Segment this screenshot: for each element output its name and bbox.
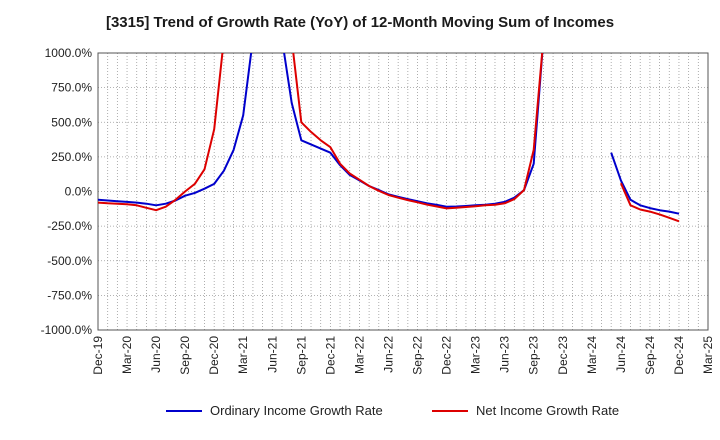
x-tick-label: Sep-23 — [527, 336, 541, 375]
series-line-net-income — [98, 53, 224, 212]
x-tick-label: Dec-20 — [207, 336, 221, 375]
x-tick-label: Sep-21 — [294, 336, 308, 375]
x-tick-label: Sep-20 — [178, 336, 192, 375]
x-tick-label: Mar-21 — [236, 336, 250, 374]
legend-swatch — [432, 409, 468, 412]
legend-item: Net Income Growth Rate — [432, 403, 619, 418]
series-line-ordinary-income — [283, 53, 544, 208]
x-tick-label: Mar-24 — [585, 336, 599, 374]
y-tick-label: 500.0% — [51, 115, 92, 129]
legend-item: Ordinary Income Growth Rate — [166, 403, 383, 418]
legend: Ordinary Income Growth Rate Net Income Gr… — [0, 403, 720, 425]
chart-title: [3315] Trend of Growth Rate (YoY) of 12-… — [105, 14, 615, 31]
x-tick-label: Mar-23 — [469, 336, 483, 374]
plot-frame — [97, 52, 709, 331]
x-tick-label: Dec-24 — [672, 336, 686, 375]
x-tick-label: Dec-21 — [323, 336, 337, 375]
x-tick-label: Sep-24 — [643, 336, 657, 375]
x-tick-label: Dec-23 — [556, 336, 570, 375]
x-tick-label: Jun-23 — [498, 336, 512, 373]
y-tick-label: 750.0% — [51, 81, 92, 95]
series-line-ordinary-income — [610, 152, 680, 215]
plot-background — [98, 53, 708, 330]
legend-swatch — [166, 409, 202, 412]
legend-label: Ordinary Income Growth Rate — [210, 403, 383, 418]
series-line-net-income — [292, 53, 544, 210]
y-tick-label: 250.0% — [51, 150, 92, 164]
y-tick-label: -750.0% — [47, 288, 92, 302]
x-tick-label: Mar-22 — [352, 336, 366, 374]
x-tick-label: Jun-22 — [381, 336, 395, 373]
series-line-net-income — [619, 182, 680, 223]
y-tick-label: 1000.0% — [45, 46, 93, 60]
y-tick-label: 0.0% — [65, 185, 93, 199]
y-tick-label: -500.0% — [47, 254, 92, 268]
x-tick-label: Mar-20 — [120, 336, 134, 374]
x-tick-label: Dec-22 — [440, 336, 454, 375]
x-tick-label: Jun-21 — [265, 336, 279, 373]
x-tick-label: Jun-24 — [614, 336, 628, 373]
x-tick-label: Jun-20 — [149, 336, 163, 373]
x-tick-label: Sep-22 — [411, 336, 425, 375]
x-tick-label: Dec-19 — [91, 336, 105, 375]
x-tick-label: Mar-25 — [701, 336, 715, 374]
y-tick-label: -1000.0% — [41, 323, 93, 337]
y-tick-label: -250.0% — [47, 219, 92, 233]
legend-label: Net Income Growth Rate — [476, 403, 620, 418]
